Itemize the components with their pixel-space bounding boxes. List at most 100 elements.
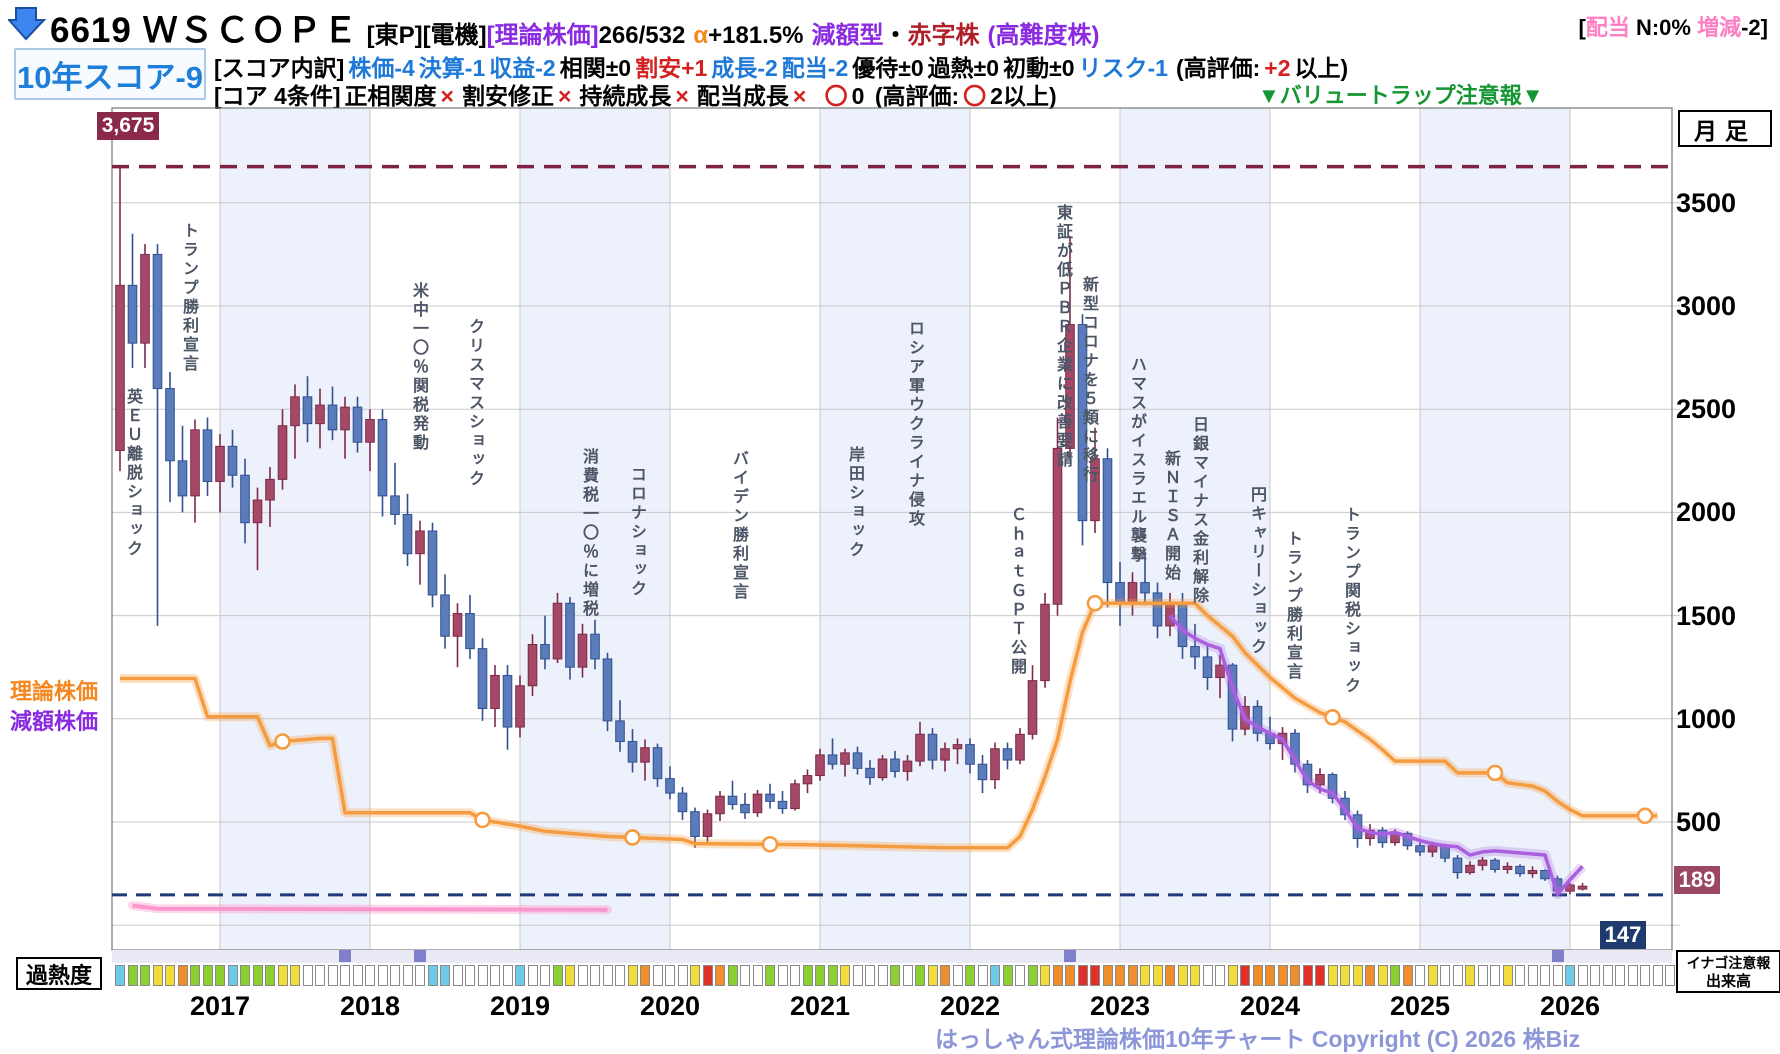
- candle-body: [202, 429, 213, 482]
- heat-cell: [1527, 965, 1538, 986]
- heat-cell: [290, 965, 300, 986]
- heat-cell: [577, 965, 588, 986]
- heat-cell: [1415, 965, 1425, 986]
- heat-cell: [502, 965, 513, 986]
- dividend-label: 配当: [1585, 15, 1630, 40]
- heat-cell: [1352, 965, 1363, 986]
- min-price-badge: 147: [1600, 921, 1646, 949]
- score-items: 株価-4 決算-1 収益-2 相関±0 割安+1 成長-2 配当-2 優待±0 過熱±0 初動±0…: [348, 55, 1172, 81]
- year-band: [820, 108, 970, 950]
- candle-body: [1515, 865, 1525, 875]
- candle-body: [502, 674, 513, 728]
- heat-cell: [840, 965, 850, 986]
- candle-body: [940, 748, 950, 761]
- legend-theoretical-price: 理論株価: [10, 679, 99, 704]
- heat-cell: [565, 965, 575, 986]
- inago-strip: [112, 950, 1672, 963]
- event-annotation: 新ＮＩＳＡ開始: [1162, 450, 1179, 583]
- heat-cell: [1252, 965, 1263, 986]
- type-deficit: 赤字株: [907, 22, 980, 49]
- heat-cell: [1090, 965, 1100, 986]
- heat-cell: [1590, 965, 1600, 986]
- volume-label: 出来高: [1676, 970, 1780, 993]
- core-condition: 正相関度 ×: [344, 83, 454, 109]
- candle-body: [515, 685, 525, 728]
- candle-body: [590, 633, 600, 660]
- heat-cell: [1302, 965, 1313, 986]
- heat-cell: [902, 965, 913, 986]
- candle-body: [602, 658, 613, 722]
- dividend-value: N:0%: [1629, 15, 1698, 40]
- year-band: [220, 108, 370, 950]
- heat-cell: [1340, 965, 1350, 986]
- year-bands: [220, 108, 1570, 950]
- heat-cell: [540, 965, 550, 986]
- ten-year-score-badge: 10年スコア-9: [14, 48, 206, 100]
- heat-cell: [1165, 965, 1175, 986]
- heat-cell: [915, 965, 925, 986]
- inago-marker: [414, 950, 426, 962]
- price-tick-label: 2000: [1676, 497, 1737, 528]
- score-item: 配当-2: [781, 55, 849, 81]
- year-tick-label: 2026: [1539, 991, 1601, 1021]
- heat-cell: [402, 965, 413, 986]
- value-trap-warning: ▼バリュートラップ注意報▼: [1258, 83, 1544, 108]
- difficulty-tag: (高難度株): [987, 22, 1100, 49]
- candle-body: [1540, 870, 1550, 880]
- candle-body: [465, 613, 475, 650]
- heat-cell: [265, 965, 275, 986]
- legend-reduced-price: 減額株価: [10, 709, 99, 734]
- candle-body: [440, 594, 450, 637]
- candle-body: [290, 396, 300, 427]
- heat-cell: [452, 965, 463, 986]
- candle-body: [802, 775, 813, 785]
- dividend-info: [配当 N:0% 増減-2]: [1579, 10, 1769, 42]
- event-annotation: 日銀マイナス金利解除: [1190, 416, 1207, 606]
- theoretical-marker: [1324, 709, 1341, 726]
- core-condition: 持続成長 ×: [579, 83, 689, 109]
- heat-cell: [127, 965, 138, 986]
- candle-body: [752, 793, 763, 814]
- heat-cell: [952, 965, 963, 986]
- dividend-change-label: 増減: [1697, 15, 1742, 40]
- heat-cell: [1665, 965, 1675, 986]
- score-item: 初動±0: [1003, 55, 1075, 81]
- candle-body: [877, 758, 888, 779]
- price-tick-label: 3000: [1676, 291, 1737, 321]
- heat-cell: [1140, 965, 1150, 986]
- candle-body: [952, 744, 963, 750]
- score-item: 株価-4: [348, 55, 415, 81]
- year-band: [520, 108, 670, 950]
- score-item: 過熱±0: [927, 55, 1000, 81]
- heat-cell: [315, 965, 325, 986]
- heat-cell: [240, 965, 250, 986]
- core-items: 正相関度 × 割安修正 × 持続成長 × 配当成長 ×: [345, 83, 815, 109]
- heat-cell: [777, 965, 788, 986]
- heat-cell: [590, 965, 600, 986]
- candle-body: [340, 406, 350, 431]
- timeframe-button[interactable]: 月足: [1678, 110, 1772, 147]
- candle-body: [427, 530, 438, 596]
- event-annotation: バイデン勝利宣言: [730, 450, 747, 602]
- heat-cell: [390, 965, 400, 986]
- heat-cell: [877, 965, 888, 986]
- heat-cell: [177, 965, 188, 986]
- heat-cell: [377, 965, 388, 986]
- last-price-badge: 189: [1674, 866, 1720, 894]
- candle-body: [140, 253, 150, 344]
- sector-tag: [電機]: [422, 22, 487, 49]
- candle-body: [477, 648, 488, 709]
- candle-body: [1077, 324, 1088, 522]
- year-band: [1420, 108, 1570, 950]
- heat-cell: [477, 965, 488, 986]
- score-item: 優待±0: [852, 55, 924, 81]
- year-tick-label: 2017: [189, 991, 251, 1021]
- candle-body: [240, 474, 250, 524]
- candle-body: [1002, 748, 1013, 761]
- candle-body: [965, 744, 975, 765]
- heat-cell: [340, 965, 350, 986]
- stock-down-arrow-icon: [8, 7, 47, 41]
- candle-body: [352, 406, 363, 443]
